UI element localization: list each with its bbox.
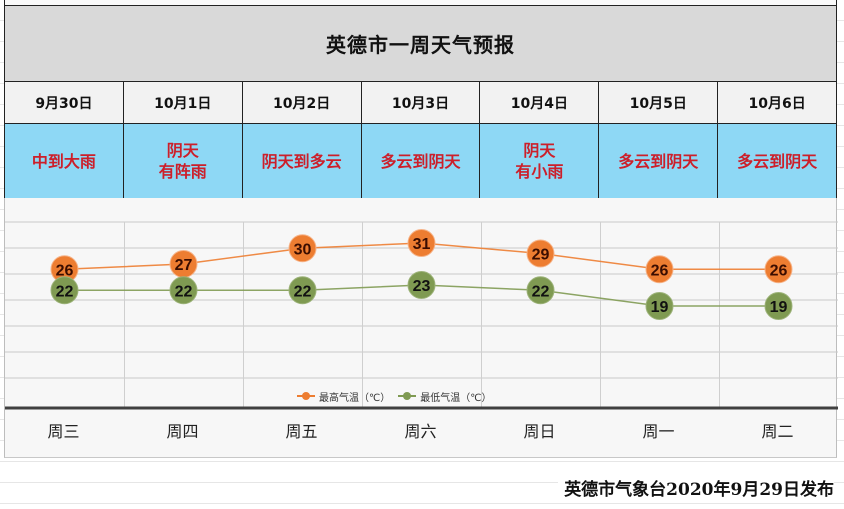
chart-plot: 26 27 30 31 29 26 26 22 22 22 23 22 19 19 bbox=[5, 221, 838, 410]
svg-text:31: 31 bbox=[413, 236, 431, 253]
weather-cell[interactable]: 多云到阴天 bbox=[737, 151, 818, 171]
high-temp-point[interactable]: 29 bbox=[526, 239, 555, 268]
weather-cell[interactable]: 阴天 有阵雨 bbox=[124, 124, 243, 198]
legend-low-label: 最低气温（℃） bbox=[420, 392, 492, 404]
weekday-label: 周六 bbox=[404, 422, 437, 441]
low-temp-point[interactable]: 22 bbox=[526, 276, 555, 305]
date-cell[interactable]: 10月6日 bbox=[748, 95, 806, 112]
high-temp-point[interactable]: 26 bbox=[764, 255, 793, 284]
date-cell[interactable]: 10月4日 bbox=[480, 82, 600, 123]
svg-text:23: 23 bbox=[413, 278, 431, 295]
svg-text:29: 29 bbox=[532, 247, 550, 264]
svg-text:22: 22 bbox=[56, 283, 74, 300]
page-title: 英德市一周天气预报 bbox=[4, 5, 837, 82]
weekday-label: 周日 bbox=[523, 422, 556, 441]
svg-text:22: 22 bbox=[294, 283, 312, 300]
weather-cell[interactable]: 阴天 有小雨 bbox=[480, 124, 600, 198]
high-temp-point[interactable]: 27 bbox=[169, 250, 198, 278]
legend-item-high: 最高气温（℃） bbox=[297, 389, 390, 404]
date-cell[interactable]: 10月5日 bbox=[599, 82, 719, 123]
date-cell[interactable]: 10月1日 bbox=[124, 82, 243, 123]
chart-legend: 最高气温（℃） 最低气温（℃） bbox=[297, 388, 491, 404]
low-temp-point[interactable]: 22 bbox=[288, 276, 317, 305]
weather-cell[interactable]: 阴天到多云 bbox=[243, 124, 362, 198]
svg-text:27: 27 bbox=[175, 257, 193, 274]
date-cell[interactable]: 10月3日 bbox=[362, 82, 481, 123]
top-strip bbox=[4, 0, 837, 5]
high-temp-point[interactable]: 30 bbox=[288, 234, 317, 263]
svg-text:30: 30 bbox=[294, 241, 312, 258]
date-row: 9月30日 10月1日 10月2日 10月3日 10月4日 10月5日 10月6… bbox=[4, 82, 837, 124]
svg-text:26: 26 bbox=[770, 262, 788, 279]
high-temp-point[interactable]: 26 bbox=[50, 255, 79, 284]
low-temp-point[interactable]: 19 bbox=[645, 292, 674, 320]
date-cell[interactable]: 10月2日 bbox=[243, 82, 362, 123]
low-temp-point[interactable]: 19 bbox=[764, 292, 793, 320]
svg-text:26: 26 bbox=[56, 262, 74, 279]
weekday-label: 周五 bbox=[285, 422, 318, 441]
high-temp-point[interactable]: 26 bbox=[645, 255, 674, 284]
weather-cell[interactable]: 多云到阴天 bbox=[362, 124, 481, 198]
legend-high-label: 最高气温（℃） bbox=[319, 392, 391, 404]
weekday-label: 周二 bbox=[761, 422, 794, 441]
svg-text:19: 19 bbox=[651, 299, 669, 316]
legend-low-marker-icon bbox=[398, 391, 417, 401]
temperature-chart[interactable]: 26 27 30 31 29 26 26 22 22 22 23 22 19 19 最高气温（℃） 最低气… bbox=[4, 198, 838, 458]
weather-cell[interactable]: 中到大雨 bbox=[5, 124, 124, 198]
date-cell[interactable]: 9月30日 bbox=[5, 82, 124, 123]
legend-high-marker-icon bbox=[297, 391, 315, 401]
low-temp-point[interactable]: 22 bbox=[50, 276, 79, 305]
low-temp-point[interactable]: 23 bbox=[407, 271, 436, 299]
weekday-label: 周三 bbox=[47, 422, 80, 441]
low-temp-point[interactable]: 22 bbox=[169, 276, 198, 305]
svg-text:22: 22 bbox=[175, 283, 193, 300]
publisher-footer: 英德市气象台2020年9月29日发布 bbox=[558, 474, 834, 500]
weekday-label: 周四 bbox=[166, 422, 199, 441]
weather-cell[interactable]: 多云到阴天 bbox=[599, 124, 719, 198]
svg-text:26: 26 bbox=[651, 262, 669, 279]
weather-row: 中到大雨 阴天 有阵雨 阴天到多云 多云到阴天 阴天 有小雨 多云到阴天 多云到… bbox=[4, 124, 837, 198]
svg-text:22: 22 bbox=[532, 283, 550, 300]
weekday-label: 周一 bbox=[642, 422, 675, 441]
legend-item-low: 最低气温（℃） bbox=[398, 389, 491, 404]
high-temp-point[interactable]: 31 bbox=[407, 229, 436, 257]
svg-text:19: 19 bbox=[770, 299, 788, 316]
weekday-row: 周三 周四 周五 周六 周日 周一 周二 bbox=[4, 410, 837, 450]
